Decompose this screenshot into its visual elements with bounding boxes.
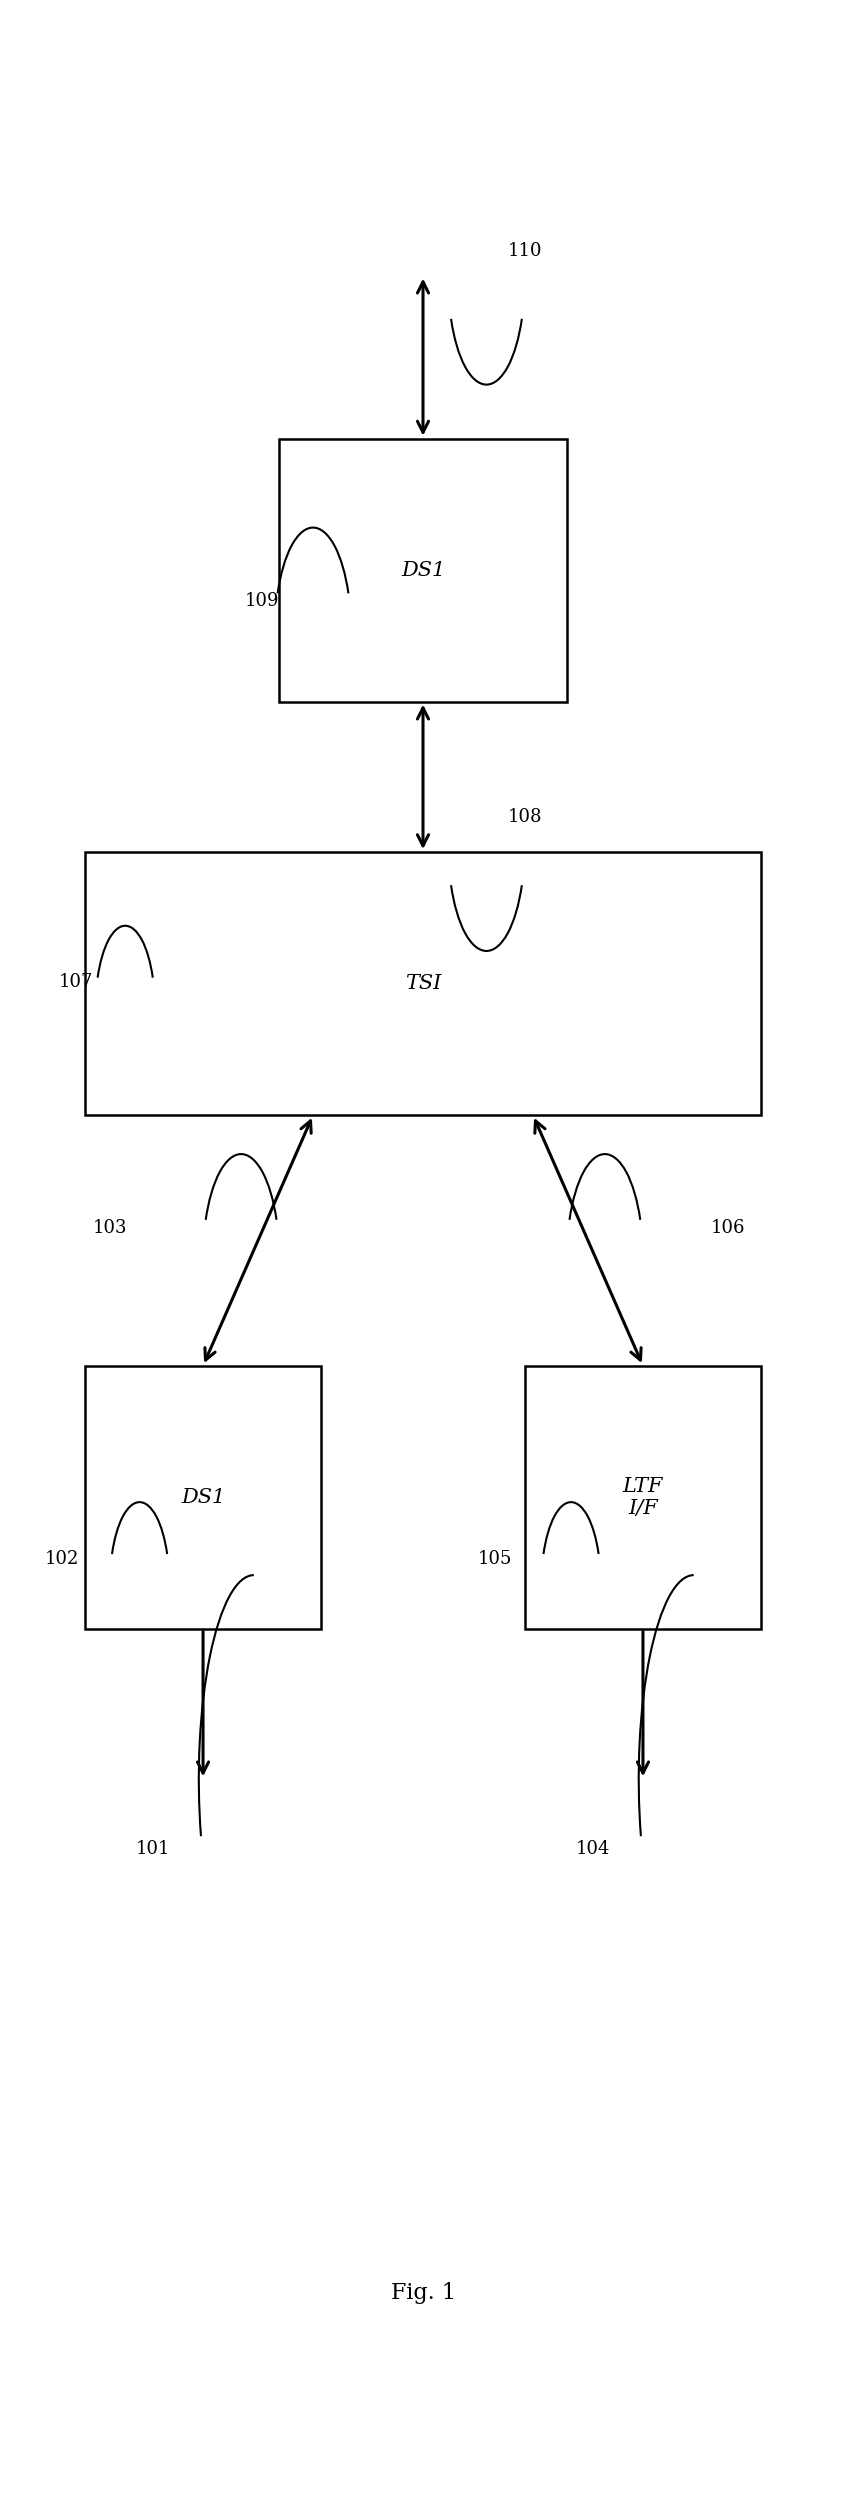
Text: 102: 102 bbox=[44, 1549, 79, 1569]
Text: 105: 105 bbox=[477, 1549, 512, 1569]
Bar bbox=[85, 852, 761, 1115]
Bar bbox=[279, 439, 567, 702]
Text: 109: 109 bbox=[244, 591, 279, 611]
Text: 103: 103 bbox=[92, 1218, 127, 1238]
Text: 110: 110 bbox=[508, 241, 542, 261]
Text: TSI: TSI bbox=[405, 975, 441, 992]
Text: 107: 107 bbox=[58, 972, 93, 992]
Text: LTF
I/F: LTF I/F bbox=[623, 1476, 663, 1519]
Text: DS1: DS1 bbox=[401, 561, 445, 579]
Text: 106: 106 bbox=[711, 1218, 745, 1238]
Text: 101: 101 bbox=[135, 1839, 170, 1859]
Text: DS1: DS1 bbox=[181, 1489, 225, 1506]
Text: 104: 104 bbox=[575, 1839, 610, 1859]
Bar bbox=[525, 1366, 761, 1629]
Text: 108: 108 bbox=[508, 807, 542, 827]
Text: Fig. 1: Fig. 1 bbox=[391, 2283, 455, 2303]
Bar bbox=[85, 1366, 321, 1629]
